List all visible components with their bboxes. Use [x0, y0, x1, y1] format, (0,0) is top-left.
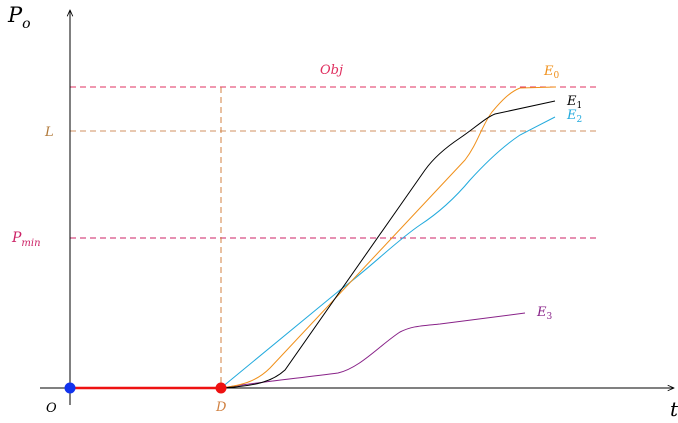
e0-label: E0 — [543, 64, 560, 81]
obj-label: Obj — [320, 63, 343, 78]
curve-e3 — [220, 312, 526, 389]
curve-e1 — [220, 100, 556, 389]
e2-label: E2 — [566, 108, 582, 125]
curve-e2 — [220, 116, 556, 389]
pmin-label: Pmin — [11, 230, 41, 249]
origin-label: O — [46, 401, 57, 416]
origin-dot — [64, 382, 76, 394]
e1-label: E1 — [566, 94, 582, 111]
d-dot — [215, 382, 227, 394]
e3-label: E3 — [536, 305, 553, 322]
l-label: L — [44, 125, 54, 140]
curve-e0 — [220, 86, 557, 389]
d-label: D — [215, 400, 227, 415]
x-axis-label: t — [670, 397, 678, 421]
y-axis-label: Po — [7, 3, 31, 32]
